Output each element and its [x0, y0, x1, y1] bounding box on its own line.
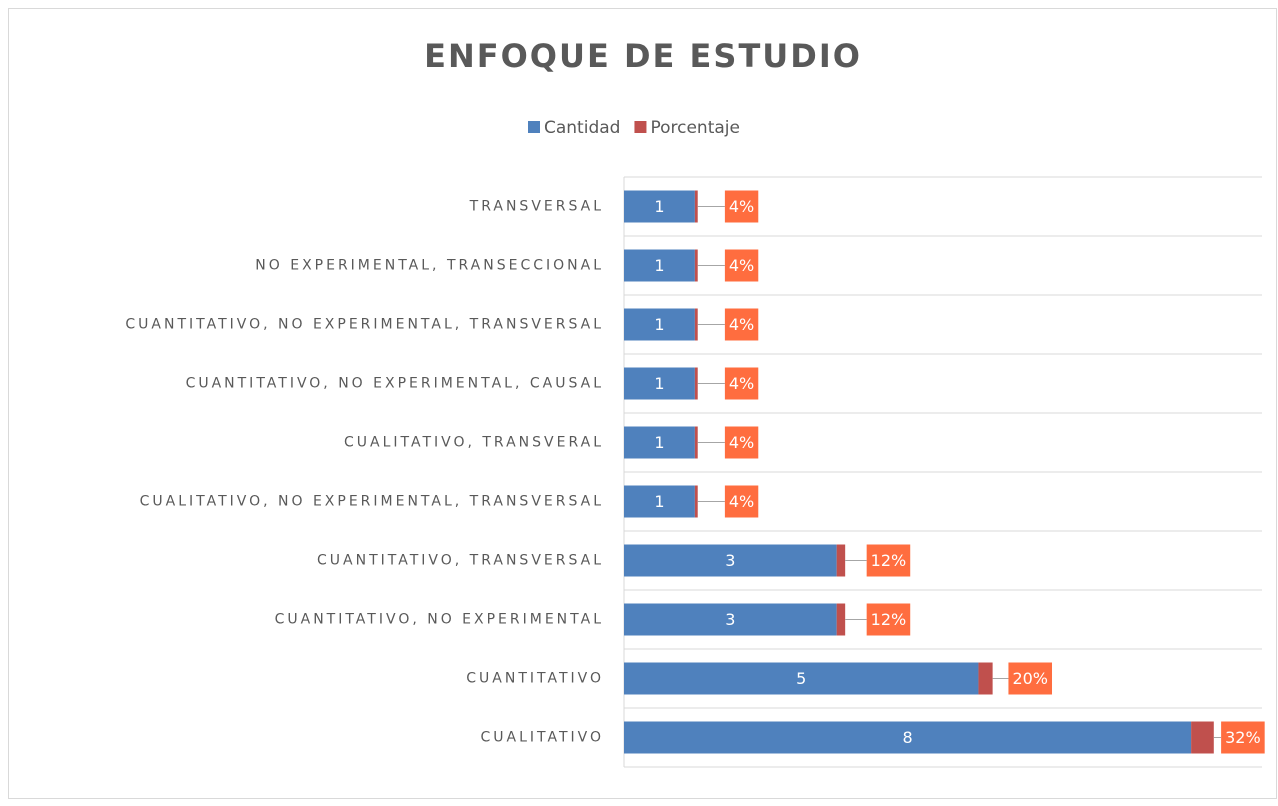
- data-label: 1: [654, 256, 664, 275]
- data-label-box: [1008, 662, 1053, 695]
- chart-title: ENFOQUE DE ESTUDIO: [424, 37, 862, 75]
- bar: [624, 721, 1192, 754]
- y-tick-label: CUALITATIVO, TRANSVERAL: [344, 435, 604, 451]
- data-label: 20%: [1012, 669, 1048, 688]
- data-label: 4%: [729, 197, 754, 216]
- bar: [694, 426, 698, 459]
- data-label: 5: [796, 669, 806, 688]
- bar: [624, 249, 695, 282]
- bar: [694, 308, 698, 341]
- legend-swatch: [528, 121, 540, 133]
- data-label-box: [724, 249, 759, 282]
- data-label: 4%: [729, 315, 754, 334]
- data-label: 12%: [871, 610, 907, 629]
- bar: [624, 485, 695, 518]
- data-label-box: [724, 426, 759, 459]
- bar: [624, 426, 695, 459]
- y-tick-label: NO EXPERIMENTAL, TRANSECCIONAL: [255, 258, 604, 274]
- data-label-box: [724, 367, 759, 400]
- legend: Cantidad Porcentaje: [528, 118, 740, 138]
- data-label: 4%: [729, 374, 754, 393]
- bar: [624, 190, 695, 223]
- bar: [694, 485, 698, 518]
- y-tick-label: CUANTITATIVO: [466, 671, 604, 687]
- bar: [1191, 721, 1214, 754]
- data-label: 1: [654, 315, 664, 334]
- bar: [836, 544, 846, 577]
- data-label-box: [866, 603, 911, 636]
- bar: [694, 249, 698, 282]
- data-label-box: [724, 485, 759, 518]
- data-label: 3: [725, 551, 735, 570]
- data-label: 4%: [729, 433, 754, 452]
- data-label: 4%: [729, 256, 754, 275]
- y-tick-label: CUANTITATIVO, NO EXPERIMENTAL, TRANSVERS…: [125, 317, 604, 333]
- data-label: 1: [654, 197, 664, 216]
- y-tick-label: CUALITATIVO, NO EXPERIMENTAL, TRANSVERSA…: [140, 494, 604, 510]
- legend-swatch: [634, 121, 647, 133]
- bar: [624, 367, 695, 400]
- y-tick-label: CUANTITATIVO, TRANSVERSAL: [317, 553, 604, 569]
- data-label: 1: [654, 492, 664, 511]
- legend-label: Porcentaje: [650, 118, 740, 138]
- y-tick-label: CUANTITATIVO, NO EXPERIMENTAL, CAUSAL: [186, 376, 604, 392]
- bar: [624, 308, 695, 341]
- data-label-box: [724, 308, 759, 341]
- data-label-box: [1221, 721, 1265, 754]
- data-label: 3: [725, 610, 735, 629]
- data-label-box: [866, 544, 911, 577]
- bar: [694, 190, 698, 223]
- bar: [836, 603, 846, 636]
- y-tick-label: CUANTITATIVO, NO EXPERIMENTAL: [275, 612, 604, 628]
- y-tick-label: TRANSVERSAL: [469, 199, 604, 215]
- data-label-box: [724, 190, 759, 223]
- data-label: 32%: [1225, 728, 1261, 747]
- bar: [624, 603, 837, 636]
- data-label: 8: [902, 728, 912, 747]
- data-label: 1: [654, 374, 664, 393]
- bar: [624, 544, 837, 577]
- legend-label: Cantidad: [544, 118, 620, 138]
- y-tick-label: CUALITATIVO: [480, 730, 604, 746]
- data-label: 12%: [871, 551, 907, 570]
- bar: [694, 367, 698, 400]
- data-label: 4%: [729, 492, 754, 511]
- data-label: 1: [654, 433, 664, 452]
- bar: [624, 662, 979, 695]
- bar: [978, 662, 993, 695]
